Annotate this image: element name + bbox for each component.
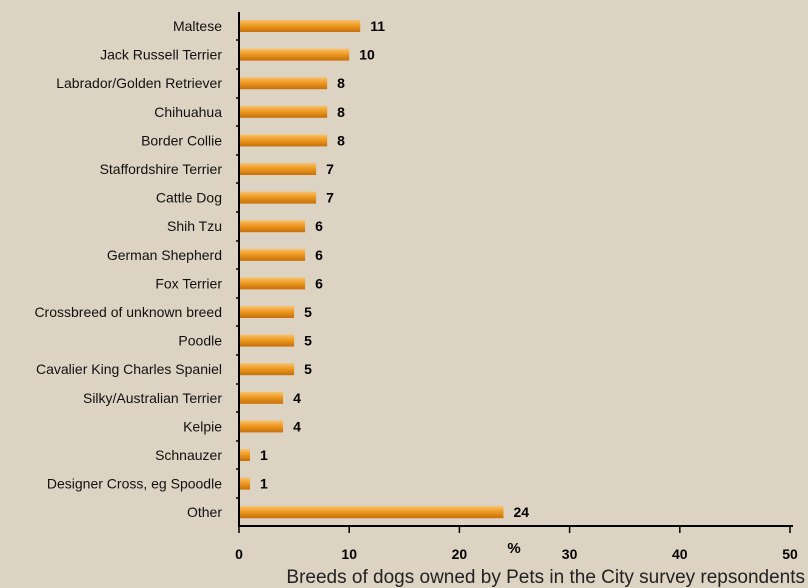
bar bbox=[240, 306, 295, 318]
bar bbox=[240, 420, 284, 433]
value-label: 8 bbox=[337, 75, 345, 91]
bar bbox=[240, 449, 251, 461]
category-label: Shih Tzu bbox=[167, 218, 222, 234]
value-label: 6 bbox=[315, 275, 323, 291]
x-axis-unit-label: % bbox=[507, 540, 520, 557]
bar bbox=[240, 334, 295, 347]
value-label: 10 bbox=[359, 47, 375, 63]
x-tick-label: 20 bbox=[452, 546, 468, 562]
bar bbox=[240, 506, 504, 519]
bar bbox=[240, 77, 328, 90]
category-label: German Shepherd bbox=[107, 247, 222, 263]
value-label: 8 bbox=[337, 104, 345, 120]
value-label: 1 bbox=[260, 447, 268, 463]
value-label: 1 bbox=[260, 476, 268, 492]
value-label: 5 bbox=[304, 361, 312, 377]
category-label: Other bbox=[187, 504, 222, 520]
x-tick-label: 50 bbox=[782, 546, 798, 562]
value-label: 8 bbox=[337, 132, 345, 148]
category-label: Chihuahua bbox=[154, 104, 222, 120]
category-label: Jack Russell Terrier bbox=[100, 47, 222, 63]
bar bbox=[240, 277, 306, 290]
category-label: Schnauzer bbox=[155, 447, 222, 463]
axes-layer bbox=[238, 12, 793, 527]
category-label: Kelpie bbox=[183, 418, 222, 434]
bar bbox=[240, 163, 317, 175]
category-label: Poodle bbox=[178, 333, 222, 349]
bar bbox=[240, 48, 350, 61]
x-tick-label: 30 bbox=[562, 546, 578, 562]
category-label: Crossbreed of unknown breed bbox=[34, 304, 222, 320]
category-label: Designer Cross, eg Spoodle bbox=[47, 476, 222, 492]
value-label: 4 bbox=[293, 418, 301, 434]
bar bbox=[240, 477, 251, 490]
value-label: 5 bbox=[304, 333, 312, 349]
value-label: 7 bbox=[326, 190, 334, 206]
bar bbox=[240, 105, 328, 118]
x-tick-label: 40 bbox=[672, 546, 688, 562]
ticks-layer: 0 10 20 30 40 50 bbox=[235, 39, 798, 562]
x-tick-label: 10 bbox=[341, 546, 357, 562]
value-label: 5 bbox=[304, 304, 312, 320]
chart-caption: Breeds of dogs owned by Pets in the City… bbox=[286, 567, 805, 588]
category-label: Cavalier King Charles Spaniel bbox=[36, 361, 222, 377]
value-label: 6 bbox=[315, 218, 323, 234]
bar bbox=[240, 363, 295, 376]
bar bbox=[240, 134, 328, 147]
category-label: Fox Terrier bbox=[155, 275, 222, 291]
value-label: 6 bbox=[315, 247, 323, 263]
bar bbox=[240, 191, 317, 204]
x-tick-label: 0 bbox=[235, 546, 243, 562]
value-label: 24 bbox=[513, 504, 529, 520]
bar bbox=[240, 248, 306, 261]
value-label: 4 bbox=[293, 390, 301, 406]
category-label: Border Collie bbox=[141, 132, 222, 148]
value-label: 7 bbox=[326, 161, 334, 177]
category-label: Silky/Australian Terrier bbox=[83, 390, 222, 406]
category-label: Maltese bbox=[173, 18, 222, 34]
value-label: 11 bbox=[370, 18, 385, 34]
bar bbox=[240, 20, 361, 32]
bar bbox=[240, 220, 306, 233]
bar bbox=[240, 391, 284, 404]
category-label: Staffordshire Terrier bbox=[100, 161, 223, 177]
category-label: Labrador/Golden Retriever bbox=[56, 75, 222, 91]
category-label: Cattle Dog bbox=[156, 190, 222, 206]
